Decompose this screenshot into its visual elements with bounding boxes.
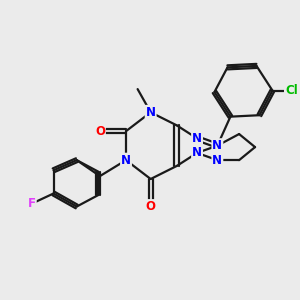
Text: N: N — [192, 146, 202, 159]
Text: N: N — [212, 154, 222, 166]
Text: N: N — [212, 139, 222, 152]
Text: N: N — [146, 106, 156, 119]
Text: O: O — [146, 200, 156, 213]
Text: Cl: Cl — [285, 84, 298, 97]
Text: N: N — [192, 132, 202, 145]
Text: F: F — [28, 197, 36, 210]
Text: O: O — [95, 125, 105, 138]
Text: N: N — [121, 154, 131, 166]
